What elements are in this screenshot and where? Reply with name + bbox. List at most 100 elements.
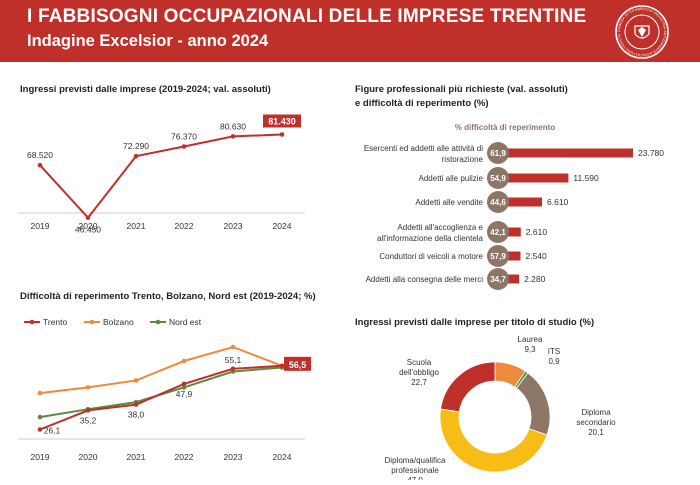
slice-label: secondario	[576, 418, 616, 427]
data-label: 81.430	[268, 116, 296, 126]
category-label: Addetti all'accoglienza e	[397, 223, 483, 232]
data-label: 46.450	[75, 225, 101, 235]
slice-label: Scuola	[407, 358, 432, 367]
legend-label: Nord est	[169, 317, 202, 327]
category-label: Addetti alla consegna delle merci	[366, 275, 484, 284]
x-tick-label: 2023	[224, 452, 243, 462]
highlight-label-box	[263, 114, 301, 128]
difficulty-circle	[487, 191, 509, 213]
slice-label: Laurea	[518, 335, 543, 344]
data-label: 80.630	[220, 121, 246, 131]
header-banner: I FABBISOGNI OCCUPAZIONALI DELLE IMPRESE…	[0, 0, 700, 62]
bar	[507, 227, 521, 237]
bar	[507, 251, 521, 261]
page-subtitle: Indagine Excelsior - anno 2024	[27, 32, 269, 50]
difficulty-circle	[487, 167, 509, 189]
donut-slice	[440, 361, 496, 413]
data-label: 26,1	[44, 426, 61, 436]
donut-slice	[515, 372, 551, 436]
data-label: 38,0	[128, 410, 145, 420]
slice-label: 22,7	[411, 378, 427, 387]
slice-label: Diploma	[581, 408, 611, 417]
category-label: Addetti alle pulizie	[419, 174, 484, 183]
x-tick-label: 2022	[175, 221, 194, 231]
chart-title: Difficoltà di reperimento Trento, Bolzan…	[20, 291, 316, 302]
chart-difficolta-line: Difficoltà di reperimento Trento, Bolzan…	[18, 291, 316, 462]
series-line-ingressi	[39, 133, 283, 220]
series-line-trento	[39, 364, 283, 431]
data-point	[279, 132, 285, 137]
data-point	[181, 385, 187, 390]
difficulty-circle	[487, 268, 509, 290]
data-point	[133, 153, 139, 159]
slice-label: ITS	[548, 347, 560, 356]
difficulty-subheader: % difficoltà di reperimento	[455, 123, 556, 132]
chart-title: Figure professionali più richieste (val.…	[355, 84, 568, 95]
legend-swatch-dot	[29, 319, 35, 325]
data-point	[181, 358, 187, 364]
chart-figure-bar: Figure professionali più richieste (val.…	[355, 84, 664, 290]
data-point	[85, 408, 91, 413]
slice-label: Diploma/qualifica	[385, 456, 446, 465]
legend-swatch-dot	[89, 319, 95, 325]
chart-titolo-donut: Ingressi previsti dalle imprese per tito…	[355, 317, 616, 480]
difficulty-circle	[487, 142, 509, 164]
x-tick-label: 2020	[79, 452, 98, 462]
donut-slice	[439, 408, 548, 473]
data-label: 68.520	[27, 150, 53, 160]
legend-label: Trento	[43, 317, 68, 327]
difficulty-circle	[487, 221, 509, 243]
bar-value-label: 11.590	[573, 173, 599, 183]
bar	[507, 173, 569, 183]
x-tick-label: 2019	[31, 221, 50, 231]
bar	[507, 148, 633, 158]
chart-ingressi-line: Ingressi previsti dalle imprese (2019-20…	[18, 84, 305, 235]
slice-label: 0,9	[548, 357, 560, 366]
data-point	[37, 427, 43, 432]
slice-label: professionale	[391, 466, 439, 475]
slice-label: 9,3	[524, 345, 536, 354]
difficulty-circle	[487, 245, 509, 267]
x-tick-label: 2021	[127, 221, 146, 231]
data-label: 47,9	[176, 389, 193, 399]
series-line-nord-est	[39, 366, 283, 419]
bar-value-label: 23.780	[638, 148, 664, 158]
data-point	[37, 162, 43, 168]
chart-title: Ingressi previsti dalle imprese per tito…	[355, 317, 594, 328]
slice-label: 47,0	[407, 476, 423, 480]
bar-value-label: 2.610	[526, 227, 548, 237]
data-point	[133, 378, 139, 383]
category-label: all'informazione della clientela	[377, 234, 484, 243]
data-point	[230, 344, 236, 350]
data-point	[85, 215, 91, 220]
bar	[507, 197, 542, 207]
difficulty-value: 34,7	[490, 275, 506, 284]
data-point	[230, 134, 236, 139]
bar-value-label: 2.540	[526, 251, 548, 261]
x-tick-label: 2024	[273, 452, 292, 462]
data-point	[181, 381, 187, 387]
difficulty-value: 42,1	[490, 228, 506, 237]
chart-title: Ingressi previsti dalle imprese (2019-20…	[20, 84, 271, 95]
category-label: Esercenti ed addetti alle attività di	[364, 144, 483, 153]
data-point	[230, 366, 236, 372]
series-line-bolzano	[39, 345, 283, 395]
data-label: 55,1	[225, 355, 242, 365]
data-point	[37, 414, 43, 420]
chamber-seal-logo: CAMERA DI COMMERCIO INDUSTRIA ARTIGIANAT…	[615, 5, 669, 59]
x-tick-label: 2024	[273, 221, 292, 231]
x-tick-label: 2019	[31, 452, 50, 462]
data-point	[279, 363, 285, 369]
data-point	[181, 144, 187, 149]
legend-label: Bolzano	[103, 317, 134, 327]
x-tick-label: 2020	[79, 221, 98, 231]
difficulty-value: 54,9	[490, 174, 506, 183]
data-label: 76.370	[171, 132, 197, 142]
difficulty-value: 57,9	[490, 252, 506, 261]
legend-swatch-dot	[155, 319, 161, 325]
slice-label: dell'obbligo	[399, 368, 439, 377]
data-label: 35,2	[80, 415, 97, 425]
difficulty-value: 61,9	[490, 149, 506, 158]
category-label: ristorazione	[442, 155, 484, 164]
